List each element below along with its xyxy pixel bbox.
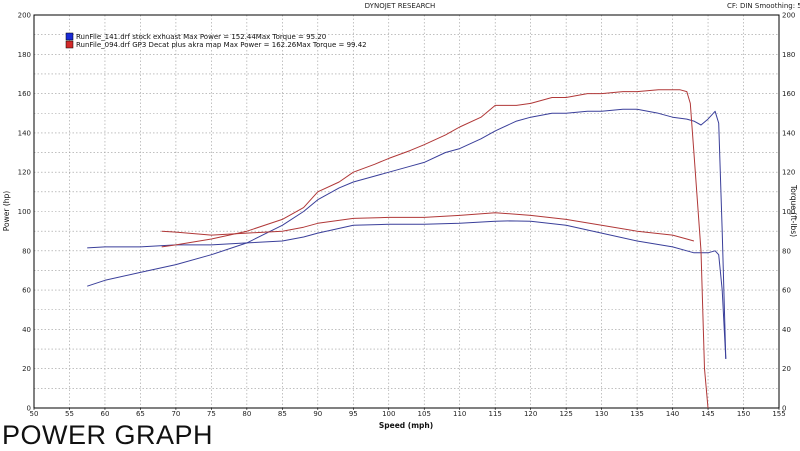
x-tick-label: 70 bbox=[171, 410, 180, 418]
legend-swatch-1 bbox=[65, 32, 74, 41]
legend: RunFile_141.drf stock exhuast Max Power … bbox=[65, 32, 367, 49]
x-tick-label: 125 bbox=[559, 410, 572, 418]
x-tick-label: 100 bbox=[382, 410, 395, 418]
y2-tick-label: 140 bbox=[782, 129, 795, 137]
x-tick-label: 150 bbox=[737, 410, 750, 418]
y-tick-label: 120 bbox=[18, 169, 31, 177]
y2-tick-label: 160 bbox=[782, 90, 795, 98]
x-tick-labels: 50 55 60 65 70 75 80 85 90 95 100 105 110 115 120 125 13… bbox=[30, 408, 786, 418]
y2-tick-labels: 0 20 40 60 80 100 120 140 160 180 200 bbox=[782, 12, 795, 413]
y2-tick-label: 60 bbox=[782, 287, 791, 295]
y-axis-label: Power (hp) bbox=[2, 191, 11, 232]
x-axis-label: Speed (mph) bbox=[379, 421, 433, 430]
legend-swatch-2 bbox=[65, 40, 74, 49]
y2-tick-label: 180 bbox=[782, 51, 795, 59]
x-tick-label: 135 bbox=[630, 410, 643, 418]
y-tick-label: 80 bbox=[22, 247, 31, 255]
y-tick-label: 140 bbox=[18, 129, 31, 137]
x-tick-label: 80 bbox=[242, 410, 251, 418]
y-tick-label: 20 bbox=[22, 365, 31, 373]
y2-axis-label: Torque (ft-lbs) bbox=[789, 184, 798, 237]
series-lines bbox=[87, 89, 727, 409]
y-tick-label: 180 bbox=[18, 51, 31, 59]
y-tick-labels: 0 20 40 60 80 100 120 140 160 180 200 bbox=[18, 12, 31, 413]
x-tick-label: 140 bbox=[666, 410, 679, 418]
y-tick-label: 160 bbox=[18, 90, 31, 98]
x-tick-label: 130 bbox=[595, 410, 608, 418]
y2-tick-label: 100 bbox=[782, 208, 795, 216]
series-line-runfile-094-power bbox=[161, 89, 709, 409]
x-tick-label: 60 bbox=[100, 410, 109, 418]
x-tick-label: 95 bbox=[349, 410, 358, 418]
legend-entry-2: RunFile_094.drf GP3 Decat plus akra map … bbox=[76, 41, 367, 49]
y-tick-label: 200 bbox=[18, 12, 31, 20]
x-tick-label: 155 bbox=[772, 410, 785, 418]
series-line-runfile-094-torque bbox=[161, 212, 695, 242]
y-tick-label: 100 bbox=[18, 208, 31, 216]
x-tick-label: 50 bbox=[30, 410, 39, 418]
x-tick-label: 110 bbox=[453, 410, 466, 418]
chart-settings: CF: DIN Smoothing: 5 bbox=[727, 2, 800, 10]
y-tick-label: 60 bbox=[22, 287, 31, 295]
x-tick-label: 115 bbox=[489, 410, 502, 418]
y2-tick-label: 120 bbox=[782, 169, 795, 177]
y-tick-label: 40 bbox=[22, 326, 31, 334]
x-tick-label: 90 bbox=[313, 410, 322, 418]
y2-tick-label: 80 bbox=[782, 247, 791, 255]
series-line-runfile-141-torque bbox=[87, 220, 727, 359]
y-tick-label: 0 bbox=[27, 405, 31, 413]
grid bbox=[34, 15, 779, 408]
y2-tick-label: 40 bbox=[782, 326, 791, 334]
y2-tick-label: 20 bbox=[782, 365, 791, 373]
series-line-runfile-141-power bbox=[87, 108, 727, 359]
x-tick-label: 105 bbox=[418, 410, 431, 418]
x-tick-label: 75 bbox=[207, 410, 216, 418]
power-graph-caption: POWER GRAPH bbox=[2, 420, 214, 450]
legend-entry-1: RunFile_141.drf stock exhuast Max Power … bbox=[76, 33, 326, 41]
x-tick-label: 65 bbox=[136, 410, 145, 418]
x-tick-label: 55 bbox=[65, 410, 74, 418]
x-tick-label: 120 bbox=[524, 410, 537, 418]
chart-title: DYNOJET RESEARCH bbox=[365, 2, 436, 10]
x-tick-label: 145 bbox=[701, 410, 714, 418]
x-tick-label: 85 bbox=[278, 410, 287, 418]
y2-tick-label: 200 bbox=[782, 12, 795, 20]
plot-area bbox=[33, 14, 780, 409]
y2-tick-label: 0 bbox=[782, 405, 786, 413]
